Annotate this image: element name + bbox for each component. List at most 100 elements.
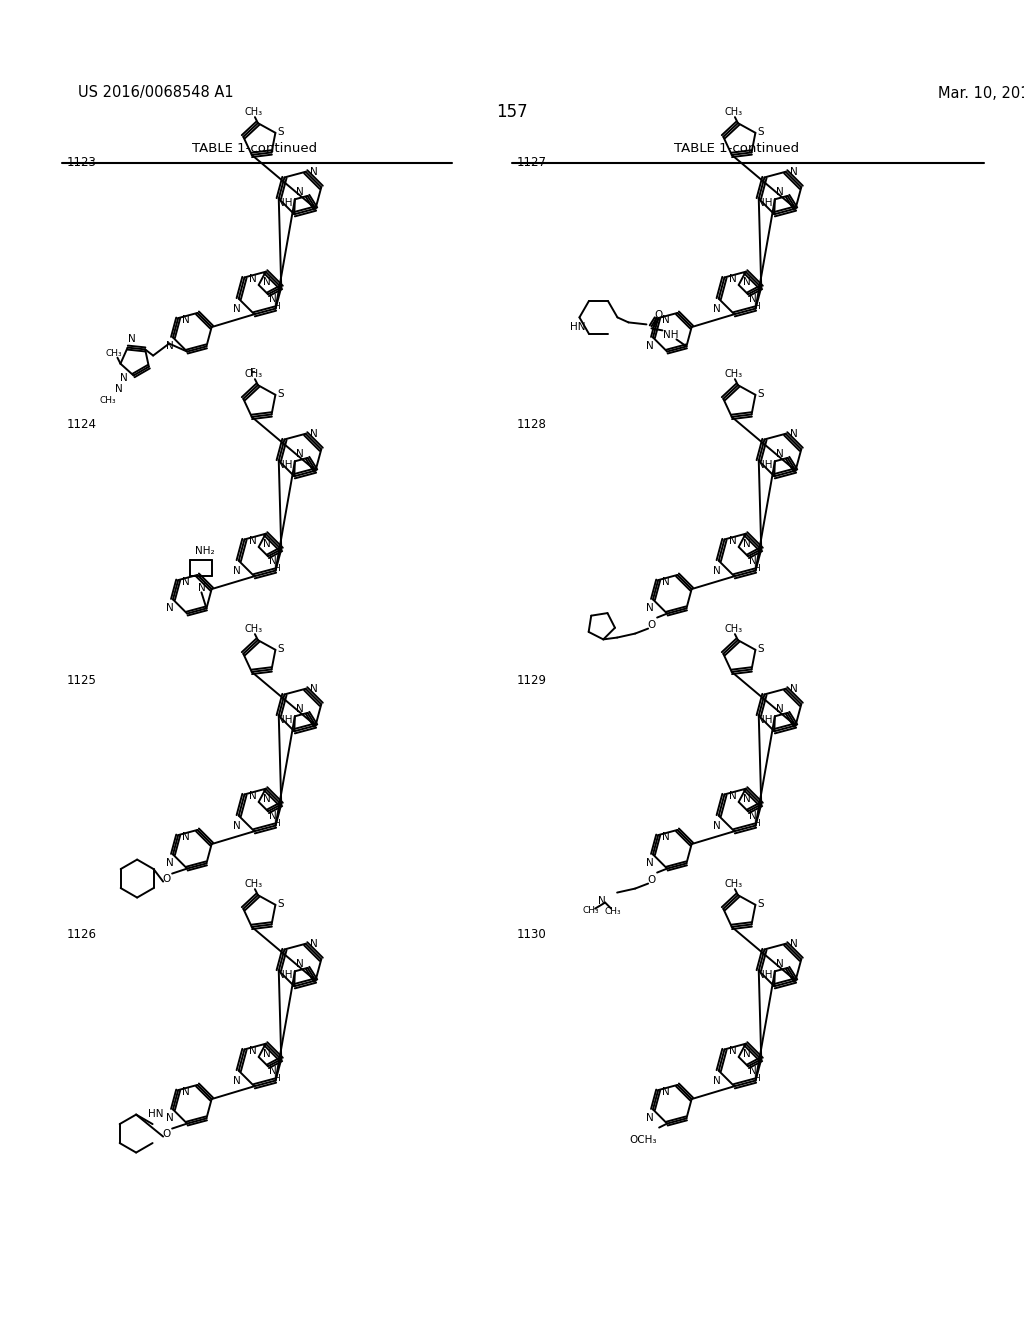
Text: S: S xyxy=(278,899,284,908)
Text: CH₃: CH₃ xyxy=(725,624,743,634)
Text: N: N xyxy=(663,1088,670,1097)
Text: N: N xyxy=(269,556,276,566)
Text: N: N xyxy=(263,793,270,804)
Text: N: N xyxy=(296,449,303,459)
Text: N: N xyxy=(166,342,174,351)
Text: N: N xyxy=(310,166,317,177)
Text: N: N xyxy=(310,684,317,694)
Text: N: N xyxy=(742,539,751,549)
Text: 1123: 1123 xyxy=(67,157,97,169)
Text: N: N xyxy=(232,566,241,576)
Text: CH₃: CH₃ xyxy=(725,879,743,890)
Text: N: N xyxy=(296,187,303,197)
Text: 1129: 1129 xyxy=(517,673,547,686)
Text: S: S xyxy=(757,644,764,653)
Text: N: N xyxy=(263,1049,270,1059)
Text: N: N xyxy=(249,792,256,801)
Text: N: N xyxy=(198,583,206,594)
Text: N: N xyxy=(790,939,798,949)
Text: CH₃: CH₃ xyxy=(725,107,743,117)
Text: H: H xyxy=(753,1073,760,1082)
Text: N: N xyxy=(269,812,276,821)
Text: N: N xyxy=(120,374,127,384)
Text: N: N xyxy=(249,1047,256,1056)
Text: N: N xyxy=(232,1076,241,1085)
Text: 1130: 1130 xyxy=(517,928,547,941)
Text: N: N xyxy=(713,821,721,830)
Text: O: O xyxy=(647,619,655,630)
Text: N: N xyxy=(728,792,736,801)
Text: N: N xyxy=(166,858,174,869)
Text: NH: NH xyxy=(278,715,293,725)
Text: N: N xyxy=(166,603,174,614)
Text: N: N xyxy=(776,958,783,969)
Text: N: N xyxy=(182,832,190,842)
Text: N: N xyxy=(663,832,670,842)
Text: NH: NH xyxy=(278,970,293,981)
Text: N: N xyxy=(776,449,783,459)
Text: N: N xyxy=(713,566,721,576)
Text: H: H xyxy=(272,302,280,310)
Text: N: N xyxy=(232,304,241,314)
Text: S: S xyxy=(278,644,284,653)
Text: N: N xyxy=(790,429,798,438)
Text: N: N xyxy=(263,277,270,286)
Text: CH₃: CH₃ xyxy=(583,906,599,915)
Text: 1126: 1126 xyxy=(67,928,97,941)
Text: CH₃: CH₃ xyxy=(105,350,122,358)
Text: NH₂: NH₂ xyxy=(195,546,214,556)
Text: N: N xyxy=(776,187,783,197)
Text: N: N xyxy=(750,1067,757,1076)
Text: N: N xyxy=(713,304,721,314)
Text: N: N xyxy=(296,958,303,969)
Text: N: N xyxy=(750,812,757,821)
Text: N: N xyxy=(750,556,757,566)
Text: N: N xyxy=(728,275,736,284)
Text: 157: 157 xyxy=(497,103,527,121)
Text: O: O xyxy=(162,1129,170,1139)
Text: OCH₃: OCH₃ xyxy=(630,1135,656,1144)
Text: O: O xyxy=(647,875,655,884)
Text: S: S xyxy=(278,389,284,399)
Text: 1124: 1124 xyxy=(67,418,97,432)
Text: H: H xyxy=(272,1073,280,1082)
Text: N: N xyxy=(182,315,190,325)
Text: N: N xyxy=(742,793,751,804)
Text: N: N xyxy=(598,895,606,906)
Text: N: N xyxy=(742,277,751,286)
Text: N: N xyxy=(263,539,270,549)
Text: O: O xyxy=(654,310,663,321)
Text: O: O xyxy=(162,874,170,883)
Text: N: N xyxy=(776,704,783,714)
Text: N: N xyxy=(646,1114,654,1123)
Text: N: N xyxy=(128,334,135,343)
Text: N: N xyxy=(646,858,654,869)
Text: S: S xyxy=(757,127,764,137)
Text: N: N xyxy=(790,166,798,177)
Text: N: N xyxy=(790,684,798,694)
Text: 1125: 1125 xyxy=(67,673,97,686)
Text: CH₃: CH₃ xyxy=(725,370,743,379)
Text: TABLE 1-continued: TABLE 1-continued xyxy=(193,141,317,154)
Text: N: N xyxy=(296,704,303,714)
Text: US 2016/0068548 A1: US 2016/0068548 A1 xyxy=(78,86,233,100)
Text: H: H xyxy=(272,564,280,573)
Text: NH: NH xyxy=(757,198,772,209)
Text: N: N xyxy=(728,536,736,546)
Text: S: S xyxy=(757,899,764,908)
Text: CH₃: CH₃ xyxy=(99,396,116,405)
Text: N: N xyxy=(182,1088,190,1097)
Text: TABLE 1-continued: TABLE 1-continued xyxy=(675,141,800,154)
Text: N: N xyxy=(663,315,670,325)
Text: S: S xyxy=(757,389,764,399)
Text: N: N xyxy=(646,342,654,351)
Text: CH₃: CH₃ xyxy=(245,107,263,117)
Text: 1128: 1128 xyxy=(517,418,547,432)
Text: NH: NH xyxy=(278,461,293,470)
Text: N: N xyxy=(713,1076,721,1085)
Text: CH₃: CH₃ xyxy=(605,907,622,916)
Text: N: N xyxy=(249,275,256,284)
Text: NH: NH xyxy=(757,970,772,981)
Text: N: N xyxy=(232,821,241,830)
Text: N: N xyxy=(310,939,317,949)
